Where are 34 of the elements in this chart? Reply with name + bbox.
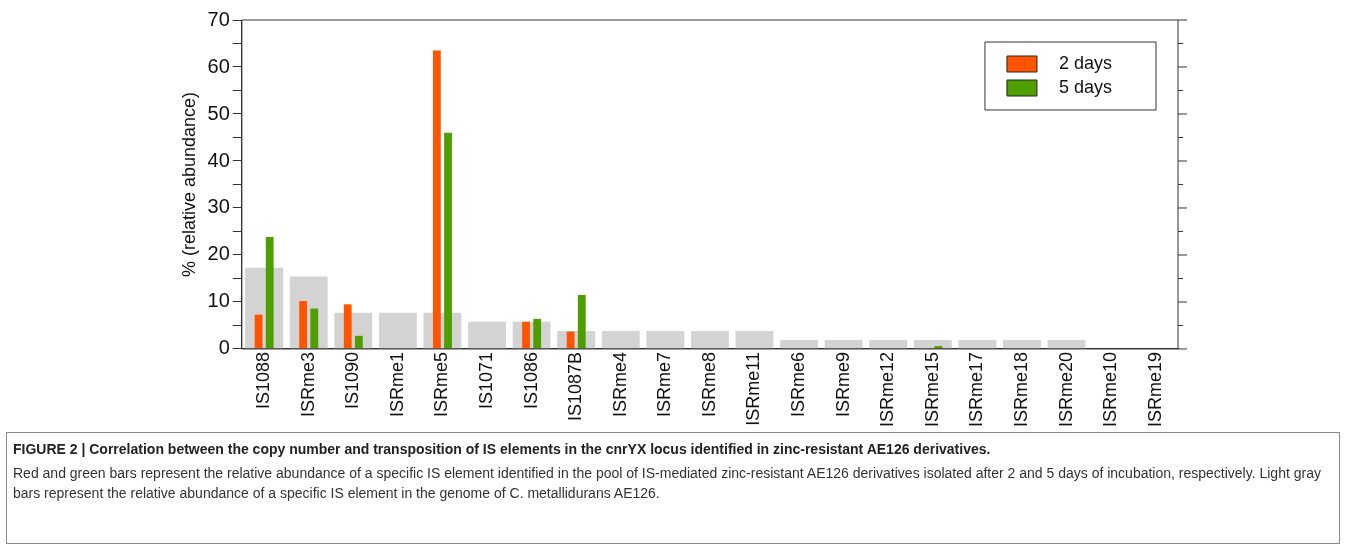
x-tick-label: ISRme20 (1055, 351, 1076, 428)
y-tick-label: 40 (207, 148, 230, 171)
x-tick-label: ISRme15 (921, 351, 942, 428)
x-tick-label: ISRme3 (297, 351, 318, 417)
y-axis-title: % (relative abundance) (178, 91, 199, 278)
y-tick-label: 50 (207, 101, 230, 124)
y-tick-label: 60 (207, 54, 230, 77)
x-tick-label: ISRme11 (743, 351, 764, 426)
x-tick-label: IS1086 (520, 351, 541, 410)
x-tick-label: ISRme6 (788, 351, 809, 417)
x-tick-label: ISRme12 (877, 351, 898, 428)
x-tick-label: ISRme17 (966, 351, 987, 428)
x-tick-label: ISRme10 (1100, 351, 1121, 428)
x-tick-label: IS1087B (565, 351, 586, 422)
x-tick-label: IS1071 (476, 351, 496, 410)
legend-label: 2 days (1058, 52, 1113, 73)
x-tick-label: ISRme4 (609, 351, 630, 417)
x-tick-label: IS1088 (253, 351, 274, 410)
y-tick-label: 10 (207, 289, 230, 312)
y-tick-label: 20 (207, 242, 230, 265)
x-tick-label: ISRme1 (386, 351, 407, 417)
x-tick-label: ISRme7 (654, 351, 675, 417)
x-tick-label: ISRme9 (832, 351, 853, 417)
x-tick-label: IS1090 (342, 351, 363, 410)
x-tick-label: ISRme19 (1144, 351, 1165, 428)
x-tick-label: ISRme18 (1010, 351, 1031, 428)
y-tick-label: 70 (207, 7, 230, 30)
y-tick-label: 0 (218, 336, 230, 359)
x-tick-label: ISRme8 (698, 351, 719, 417)
legend-label: 5 days (1058, 76, 1113, 97)
y-tick-label: 30 (207, 195, 230, 218)
text: Red and green bars represent the relative abundance of a specific IS element identified in the pool of IS-mediated zinc-resistant AE126 derivatives isolated after 2 and 5 days of incubation, respectively. Light gray bars represent the relative abundance of a specific IS element in the genome of C. metallidurans AE126. (13, 464, 1322, 504)
x-tick-label: ISRme5 (431, 351, 452, 417)
text: FIGURE 2 | Correlation between the copy number and transposition of IS elements in the cnrYX locus identified in zinc-resistant AE126 derivatives. (13, 441, 992, 457)
